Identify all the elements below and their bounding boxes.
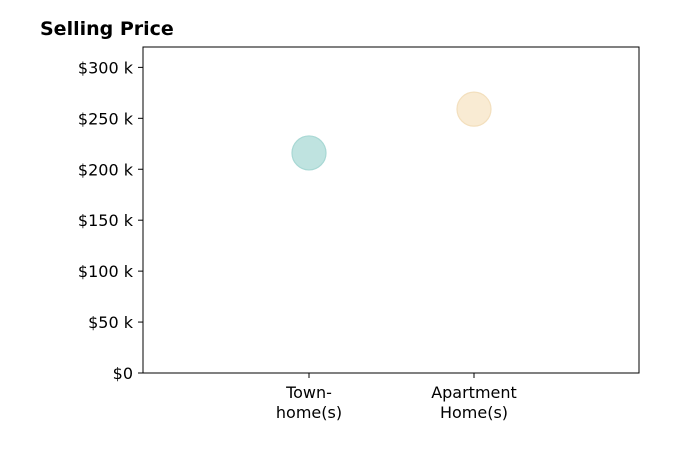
y-tick-label: $300 k [78,58,134,77]
y-tick-label: $200 k [78,160,134,179]
data-points [291,91,492,171]
y-tick-label: $100 k [78,262,134,281]
x-axis: Town-home(s) Apartment Home(s) [276,373,517,422]
chart-title: Selling Price [40,18,174,40]
y-tick-label: $250 k [78,109,134,128]
x-tick-label: Apartment Home(s) [431,383,517,422]
plot-area-frame [142,46,640,374]
data-point [291,135,327,171]
x-tick-label: Town-home(s) [276,383,342,422]
y-tick-label: $0 [113,364,133,383]
y-tick-label: $50 k [88,313,134,332]
y-tick-label: $150 k [78,211,134,230]
data-point [456,91,492,127]
y-axis: $0 $50 k $100 k $150 k $200 k $250 k $300 k [78,58,143,383]
